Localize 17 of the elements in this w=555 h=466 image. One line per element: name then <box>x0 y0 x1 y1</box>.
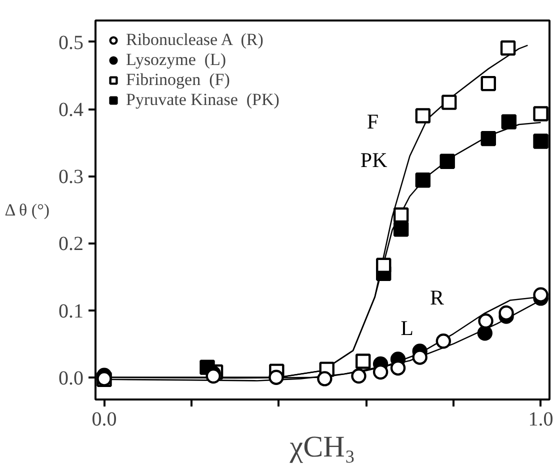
x-axis-title: χCH₃ <box>288 430 356 464</box>
y-tick-label: 0.0 <box>58 367 84 390</box>
legend-label: Lysozyme (L) <box>126 50 226 70</box>
y-tick-label: 0.1 <box>58 300 84 322</box>
y-tick-label: 0.3 <box>58 166 84 188</box>
annotation: PK <box>360 148 388 172</box>
y-tick-label: 0.4 <box>58 99 84 122</box>
y-axis-title: Δ θ (°) <box>4 200 50 220</box>
annotation: F <box>366 110 379 134</box>
legend-label: Fibrinogen (F) <box>126 70 230 90</box>
annotation: R <box>430 286 444 310</box>
y-tick-label: 0.5 <box>58 32 84 54</box>
legend-label: Pyruvate Kinase (PK) <box>126 90 280 110</box>
x-tick-label: 1.0 <box>528 408 554 430</box>
legend-label: Ribonuclease A (R) <box>126 30 264 50</box>
y-tick-label: 0.2 <box>58 233 84 256</box>
annotation: L <box>400 316 414 340</box>
